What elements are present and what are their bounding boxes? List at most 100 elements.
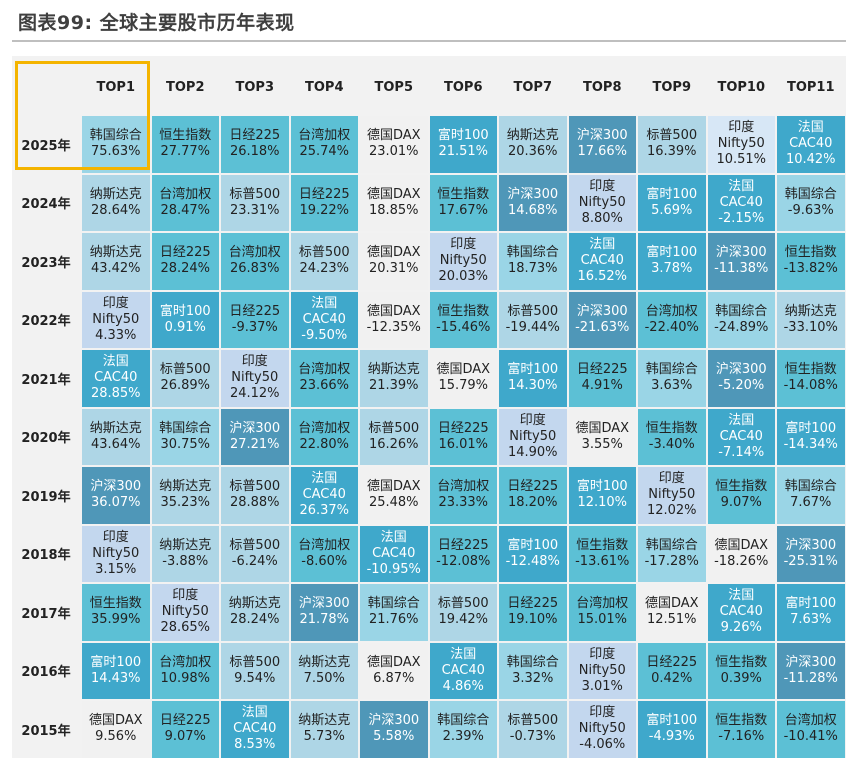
cell-index-name: 日经225 (229, 303, 281, 319)
table-cell: 沪深300 36.07% (82, 467, 150, 524)
table-cell: 标普500 23.31% (221, 174, 289, 231)
table-cell: 富时100 -4.93% (638, 701, 706, 758)
cell-index-name: 标普500 (437, 596, 489, 612)
cell-index-name: 沪深300 (507, 186, 559, 202)
row-header-year: 2015年 (21, 723, 71, 739)
column-header-top10: TOP10 (717, 79, 766, 95)
table-cell: 德国DAX 20.31% (360, 233, 428, 290)
table-cell: 韩国综合 21.76% (360, 584, 428, 641)
cell-index-name: 德国DAX (575, 420, 630, 436)
cell-index-name: 日经225 (507, 596, 559, 612)
table-cell: 富时100 14.43% (82, 642, 150, 699)
cell-index-name: 恒生指数 (89, 596, 142, 612)
table-cell: 德国DAX 15.79% (429, 350, 497, 407)
table-cell: 法国 CAC40 9.26% (707, 584, 775, 641)
cell-value: 0.42% (651, 670, 693, 686)
cell-index-name: 法国 (450, 646, 477, 662)
cell-index-name: Nifty50 (578, 662, 626, 678)
table-cell: 恒生指数 35.99% (82, 584, 150, 641)
cell-value: 7.67% (790, 495, 832, 511)
cell-value: 19.22% (299, 202, 350, 218)
cell-index-name: 纳斯达克 (506, 128, 559, 144)
cell-index-name: 标普500 (298, 245, 350, 261)
table-cell: 台湾加权 -10.41% (777, 701, 845, 758)
table-cell: 沪深300 -25.31% (777, 525, 845, 582)
cell-index-name: CAC40 (789, 136, 833, 152)
cell-index-name: 印度 (658, 471, 685, 487)
cell-index-name: 日经225 (229, 128, 281, 144)
cell-value: -12.35% (366, 319, 421, 335)
table-cell: 德国DAX 23.01% (360, 116, 428, 173)
table-cell: 德国DAX 25.48% (360, 467, 428, 524)
table-cell: 印度 Nifty50 12.02% (638, 467, 706, 524)
cell-value: 21.39% (368, 378, 419, 394)
table-cell: 纳斯达克 28.24% (221, 584, 289, 641)
cell-index-name: 日经225 (646, 654, 698, 670)
cell-value: 7.63% (790, 612, 832, 628)
table-cell: 印度 Nifty50 10.51% (707, 116, 775, 173)
cell-index-name: 韩国综合 (645, 362, 698, 378)
cell-value: -7.14% (718, 444, 765, 460)
cell-index-name: CAC40 (580, 253, 624, 269)
table-cell: 台湾加权 -22.40% (638, 291, 706, 348)
cell-value: 7.50% (303, 670, 345, 686)
table-cell: 法国 CAC40 -9.50% (290, 291, 358, 348)
row-header-year: 2022年 (21, 314, 71, 330)
cell-index-name: 纳斯达克 (367, 362, 420, 378)
cell-index-name: CAC40 (719, 194, 763, 210)
cell-index-name: 富时100 (785, 596, 837, 612)
table-cell: 纳斯达克 43.64% (82, 408, 150, 465)
table-cell: 印度 Nifty50 3.15% (82, 525, 150, 582)
table-cell: 恒生指数 9.07% (707, 467, 775, 524)
table-cell: 台湾加权 25.74% (290, 116, 358, 173)
cell-value: 35.99% (90, 612, 141, 628)
cell-index-name: 标普500 (646, 128, 698, 144)
table-cell: 法国 CAC40 28.85% (82, 350, 150, 407)
cell-value: 4.33% (95, 327, 137, 343)
cell-value: 2.39% (442, 729, 484, 745)
column-header-top11: TOP11 (786, 79, 835, 95)
cell-index-name: 标普500 (229, 537, 281, 553)
cell-index-name: 印度 (172, 588, 199, 604)
table-cell: 沪深300 -5.20% (707, 350, 775, 407)
cell-value: 25.74% (299, 144, 350, 160)
table-cell: 日经225 9.07% (151, 701, 219, 758)
cell-index-name: 纳斯达克 (784, 303, 837, 319)
cell-value: 3.32% (512, 670, 554, 686)
column-header-top1: TOP1 (96, 79, 136, 95)
cell-index-name: 法国 (241, 705, 268, 721)
table-cell: 韩国综合 -24.89% (707, 291, 775, 348)
cell-index-name: 标普500 (507, 303, 559, 319)
cell-value: 24.23% (299, 261, 350, 277)
cell-value: 19.10% (507, 612, 558, 628)
table-cell: 韩国综合 30.75% (151, 408, 219, 465)
table-cell: 台湾加权 22.80% (290, 408, 358, 465)
table-cell: 富时100 5.69% (638, 174, 706, 231)
cell-value: -12.08% (436, 553, 491, 569)
table-cell: 纳斯达克 7.50% (290, 642, 358, 699)
table-cell: 德国DAX 6.87% (360, 642, 428, 699)
cell-value: -14.34% (783, 436, 838, 452)
year-column (12, 56, 82, 758)
cell-index-name: CAC40 (719, 428, 763, 444)
cell-value: -13.82% (783, 261, 838, 277)
cell-index-name: CAC40 (372, 545, 416, 561)
cell-value: 15.79% (438, 378, 489, 394)
cell-index-name: 标普500 (507, 713, 559, 729)
cell-index-name: 德国DAX (88, 713, 143, 729)
table-cell: 纳斯达克 -3.88% (151, 525, 219, 582)
table-cell: 富时100 -14.34% (777, 408, 845, 465)
table-cell: 台湾加权 -8.60% (290, 525, 358, 582)
cell-index-name: 台湾加权 (228, 245, 281, 261)
cell-index-name: 富时100 (437, 128, 489, 144)
cell-value: -2.15% (718, 210, 765, 226)
cell-index-name: 台湾加权 (298, 362, 351, 378)
table-cell: 标普500 26.89% (151, 350, 219, 407)
cell-index-name: 沪深300 (576, 128, 628, 144)
cell-value: 20.03% (438, 269, 489, 285)
cell-value: 9.26% (720, 620, 762, 636)
table-cell: 台湾加权 23.66% (290, 350, 358, 407)
cell-index-name: 德国DAX (436, 362, 491, 378)
table-cell: 沪深300 -21.63% (568, 291, 636, 348)
table-cell: 韩国综合 -9.63% (777, 174, 845, 231)
